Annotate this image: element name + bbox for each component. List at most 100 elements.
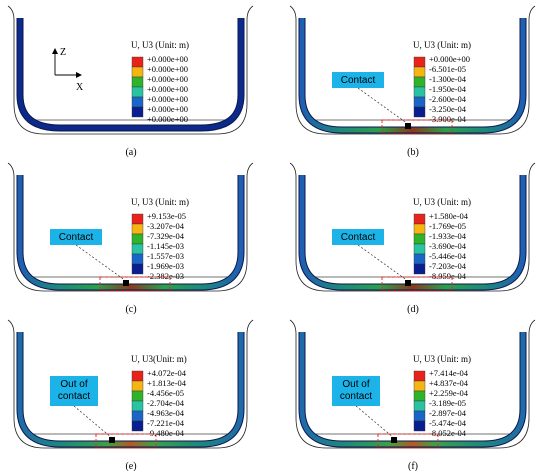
legend-value: -9.480e-04	[147, 428, 185, 438]
panel-label: (d)	[407, 304, 419, 315]
contact-marker	[405, 123, 411, 129]
callout-text: Contact	[341, 232, 376, 243]
callout-box	[50, 376, 98, 406]
legend-swatch	[413, 253, 426, 265]
legend-value: +1.580e-04	[429, 211, 469, 221]
callout-text: contact	[340, 391, 372, 402]
legend-swatch	[131, 400, 144, 412]
deformed-shell	[299, 332, 526, 447]
legend-value: -1.300e-04	[429, 74, 467, 84]
deformed-shell	[17, 175, 244, 290]
legend-value: -7.329e-04	[147, 231, 185, 241]
legend-value: +4.072e-04	[147, 368, 187, 378]
legend-swatch	[413, 76, 426, 88]
legend-title: U, U3 (Unit: m)	[413, 40, 471, 50]
legend-value: +0.000e+00	[147, 104, 188, 114]
legend-title: U, U3 (Unit: m)	[131, 197, 189, 207]
reference-frame-outline	[289, 5, 536, 135]
legend-swatch	[131, 263, 144, 275]
deformed-shell	[17, 18, 244, 131]
legend-value: -3.250e-04	[429, 104, 467, 114]
legend-value: -2.897e-04	[429, 408, 467, 418]
legend-value: -4.456e-05	[147, 388, 184, 398]
legend-value: +0.000e+00	[147, 64, 188, 74]
legend-swatch	[413, 380, 426, 392]
callout-leader	[75, 244, 127, 282]
legend-title: U, U3 (Unit: m)	[413, 197, 471, 207]
legend-value: -3.207e-04	[147, 221, 185, 231]
legend-value: -5.474e-04	[429, 418, 467, 428]
legend-value: -1.950e-04	[429, 84, 467, 94]
callout-text: Contact	[341, 75, 376, 86]
reference-frame-outline	[289, 319, 536, 449]
x-axis-arrow	[76, 72, 82, 78]
contact-region-box	[377, 433, 439, 449]
legend-swatch	[131, 390, 144, 402]
shell-outline	[16, 18, 245, 132]
legend-swatch	[413, 213, 426, 225]
legend-value: +0.000e+00	[147, 94, 188, 104]
contact-marker	[405, 280, 411, 286]
legend-value: +0.000e+00	[147, 54, 188, 64]
legend-value: -3.900e-04	[429, 114, 467, 124]
legend-swatch	[413, 410, 426, 422]
z-axis-label: Z	[60, 47, 66, 58]
reference-frame-outline	[7, 5, 254, 135]
callout-box	[332, 72, 384, 88]
legend-swatch	[131, 106, 144, 118]
contact-region-box	[95, 433, 157, 449]
callout-leader	[357, 244, 409, 282]
legend-swatch	[131, 86, 144, 98]
panel-label: (b)	[407, 147, 419, 158]
legend-value: -6.501e-05	[429, 64, 466, 74]
legend-swatch	[413, 106, 426, 118]
legend-value: +4.837e-04	[429, 378, 469, 388]
x-axis-label: X	[76, 82, 84, 93]
legend-value: +7.414e-04	[429, 368, 469, 378]
legend-swatch	[413, 223, 426, 235]
legend-value: +0.000e+00	[147, 84, 188, 94]
legend-swatch	[131, 370, 144, 382]
legend-swatch	[413, 96, 426, 108]
reference-frame-outline	[7, 162, 254, 292]
deformed-shell	[299, 175, 526, 290]
legend-value: -1.557e-03	[147, 251, 184, 261]
legend-swatch	[413, 263, 426, 275]
callout-text: Out of	[342, 379, 369, 390]
legend-title: U, U3(Unit: m)	[131, 354, 187, 364]
panel-e: U, U3(Unit: m) +4.072e-04+1.813e-04-4.456…	[7, 319, 254, 471]
callout-leader	[355, 405, 395, 439]
panel-label: (e)	[125, 461, 136, 471]
legend-value: -7.221e-04	[147, 418, 185, 428]
contact-region-box	[99, 276, 171, 292]
legend-value: -8.959e-04	[429, 271, 467, 281]
contact-marker	[391, 437, 397, 443]
legend-swatch	[413, 66, 426, 78]
legend-title: U, U3 (Unit: m)	[131, 40, 189, 50]
deformed-shell	[299, 18, 526, 133]
legend-swatch	[413, 86, 426, 98]
legend-swatch	[413, 243, 426, 255]
legend-swatch	[131, 66, 144, 78]
legend-swatch	[131, 380, 144, 392]
panel-d: U, U3 (Unit: m) +1.580e-04-1.769e-05-1.93…	[289, 162, 536, 315]
legend-swatch	[131, 253, 144, 265]
legend-value: +9.153e-05	[147, 211, 186, 221]
legend-swatch	[131, 213, 144, 225]
reference-frame-outline	[7, 319, 254, 449]
legend-value: -2.382e-03	[147, 271, 184, 281]
legend-value: +0.000e+00	[147, 74, 188, 84]
legend-value: -5.446e-04	[429, 251, 467, 261]
callout-box	[332, 376, 380, 406]
legend-value: -1.933e-04	[429, 231, 467, 241]
legend-swatch	[131, 96, 144, 108]
legend-title: U, U3 (Unit: m)	[413, 354, 471, 364]
legend-value: -8.052e-04	[429, 428, 467, 438]
callout-box	[332, 229, 384, 245]
legend-value: -1.145e-03	[147, 241, 184, 251]
legend-value: +2.259e-04	[429, 388, 469, 398]
legend-swatch	[413, 56, 426, 68]
legend-value: +0.000e+00	[429, 54, 470, 64]
legend-swatch	[413, 370, 426, 382]
legend-swatch	[131, 233, 144, 245]
